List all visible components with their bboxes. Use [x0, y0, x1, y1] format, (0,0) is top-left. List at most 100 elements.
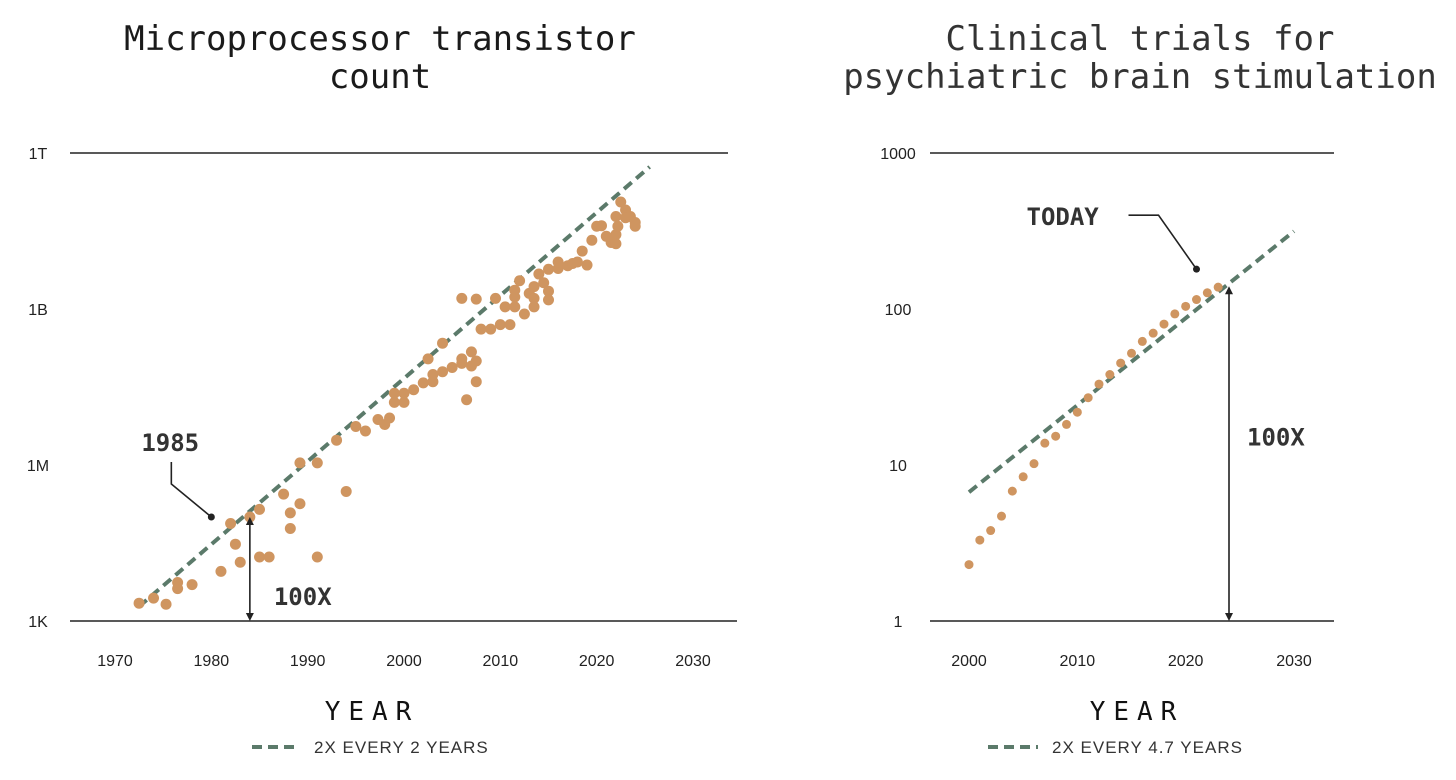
chart2-data-point [1072, 407, 1082, 417]
chart1-data-point [610, 211, 622, 223]
chart2-data-point [997, 511, 1006, 521]
chart1-data-point [470, 293, 482, 305]
chart1-data-point [225, 517, 237, 529]
chart1-data-point [446, 361, 458, 373]
chart1-data-point [408, 384, 420, 396]
chart2-data-point [975, 535, 985, 545]
chart1-data-point [437, 366, 449, 378]
chart2-y-tick-label: 10 [889, 458, 907, 475]
chart1-callout-leader [170, 462, 212, 518]
chart1-data-point [538, 277, 550, 289]
chart1-data-point [509, 301, 521, 313]
chart1-data-point [610, 229, 622, 241]
chart1-data-point [552, 256, 564, 268]
chart1-data-point [172, 577, 184, 589]
chart2-data-point [1148, 328, 1158, 338]
chart1-data-point [254, 551, 265, 563]
chart1-x-tick-label: 2020 [579, 653, 615, 670]
chart1-data-point [528, 281, 540, 293]
chart1-data-point [294, 498, 306, 510]
chart1-data-point [518, 308, 530, 320]
chart1-data-point [490, 292, 502, 304]
chart1-data-point [186, 579, 198, 591]
chart1-data-point [427, 369, 439, 381]
chart1-y-tick-label: 1B [28, 302, 48, 319]
chart1-data-point [499, 301, 511, 313]
chart1-trend-line [137, 165, 651, 609]
chart1-callout-label: 1985 [141, 429, 199, 457]
chart2-callout-leader [1128, 214, 1198, 270]
chart1-data-point [612, 220, 624, 232]
chart1-data-point [615, 196, 627, 208]
chart1-data-point [456, 353, 468, 365]
chart1-data-point [284, 523, 296, 535]
chart1-data-point [494, 319, 506, 331]
chart1-legend-label: 2X EVERY 2 YEARS [314, 738, 489, 757]
chart1-data-point [595, 220, 607, 232]
chart1-data-point [388, 396, 400, 408]
chart1-data-point [470, 355, 482, 367]
chart2-y-tick-label: 1 [894, 614, 903, 631]
chart1-data-point [294, 457, 306, 469]
chart2-span-arrow-head-top [1225, 286, 1233, 295]
chart1-data-point [229, 538, 241, 550]
chart1-data-point [359, 425, 371, 437]
c2-title-line2: psychiatric brain stimulation [843, 57, 1437, 97]
chart1-data-point [543, 285, 554, 297]
chart1-data-point [234, 556, 246, 568]
chart1-data-point [417, 377, 429, 389]
chart2-data-point [1192, 295, 1201, 305]
chart2-span-arrow-head-bottom [1225, 613, 1233, 621]
chart2-data-point [1105, 370, 1115, 380]
chart2-data-point [1018, 472, 1028, 482]
chart2-data-point [964, 560, 974, 570]
chart1-data-point [629, 220, 641, 232]
chart2-data-point [1116, 358, 1126, 368]
chart1-data-point [514, 275, 526, 287]
chart1-data-point [388, 387, 400, 399]
chart1-data-point [509, 291, 521, 303]
chart1-data-point [398, 387, 410, 399]
chart1-data-point [148, 592, 160, 604]
chart2-data-point [1170, 309, 1180, 319]
chart2-y-tick-label: 100 [885, 302, 912, 319]
chart1-data-point [331, 434, 343, 446]
chart2-trend-line [967, 229, 1296, 494]
chart1-title: Microprocessor transistor count [60, 20, 700, 96]
chart2-data-point [1062, 419, 1071, 429]
chart2-data-point [1181, 301, 1191, 311]
chart1-data-point [485, 323, 497, 335]
chart1-data-point [461, 394, 473, 406]
chart1-data-point [263, 551, 275, 563]
chart1-x-tick-label: 1980 [194, 653, 230, 670]
chart1-data-point [254, 503, 265, 515]
chart1-data-point [475, 323, 487, 335]
chart1-x-axis-label: YEAR [325, 697, 420, 727]
chart2-y-tick-label: 1000 [880, 146, 916, 163]
chart1-data-point [133, 597, 145, 609]
chart2-title: Clinical trials for psychiatric brain st… [820, 20, 1456, 96]
chart2-data-point [1007, 486, 1017, 496]
chart1-x-tick-label: 2030 [675, 653, 711, 670]
c1-title-line2: count [328, 57, 432, 97]
chart1-title-line1: Microprocessor transistor [124, 19, 636, 59]
chart1-data-point [528, 292, 540, 304]
chart1-y-tick-label: 1K [28, 614, 48, 631]
chart2-data-point [986, 526, 996, 536]
chart1-data-point [528, 301, 540, 313]
chart2-data-point [1029, 459, 1039, 469]
chart1-data-point [581, 259, 593, 271]
chart2-data-point [1159, 319, 1169, 329]
chart1-x-tick-label: 2000 [386, 653, 422, 670]
chart1-x-tick-label: 1990 [290, 653, 326, 670]
chart1-span-arrow-head-bottom [245, 613, 254, 621]
chart1-data-point [311, 551, 323, 563]
chart1-data-point [384, 412, 396, 424]
chart2-data-point [1051, 431, 1061, 441]
chart2-data-point [1202, 288, 1212, 298]
chart1-y-tick-label: 1T [29, 146, 48, 163]
chart1-y-tick-label: 1M [27, 458, 49, 475]
chart2-x-tick-label: 2000 [951, 653, 987, 670]
chart1-data-point [610, 238, 622, 250]
